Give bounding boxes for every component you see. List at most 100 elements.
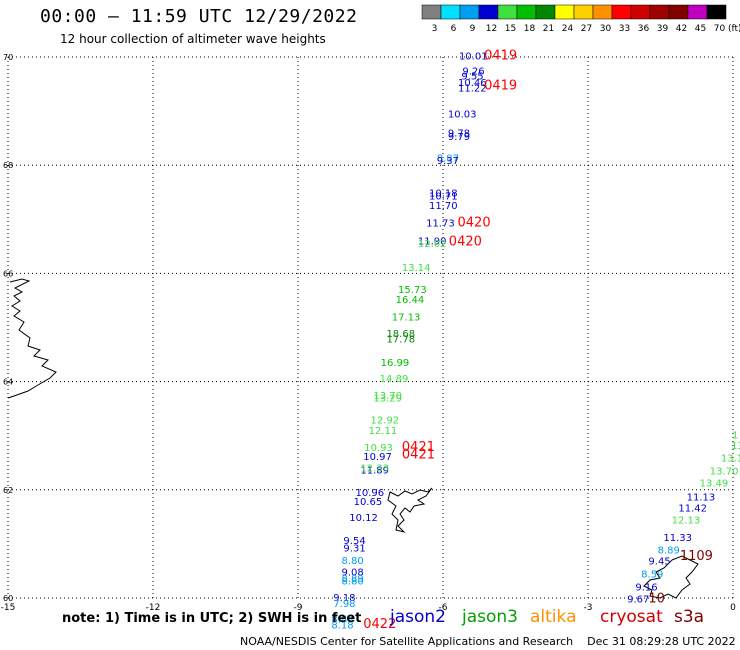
legend-label: 39: [657, 24, 669, 34]
wave-height-label: 12.92: [371, 415, 400, 426]
wave-height-label: 9.18: [333, 593, 355, 604]
y-tick-label: 68: [3, 161, 13, 170]
legend-unit: (ft): [728, 24, 740, 34]
wave-height-label: 9.37: [437, 156, 459, 167]
legend-label: 30: [600, 24, 612, 34]
wave-height-label: 9.31: [343, 543, 365, 554]
legend-label: 33: [619, 24, 630, 34]
wave-height-label: 9.08: [342, 567, 364, 578]
legend-label: 18: [524, 24, 536, 34]
legend-label: 3: [432, 24, 438, 34]
wave-height-label: 16.44: [396, 295, 425, 306]
satellite-s3a: s3a: [674, 607, 705, 627]
wave-height-label: 9.16: [635, 582, 657, 593]
legend-swatch: [497, 4, 518, 20]
wave-height-label: 9.45: [648, 556, 670, 567]
wave-height-label: 11.13: [687, 493, 716, 504]
legend-label: 42: [676, 24, 687, 34]
wave-height-label: 9.55: [461, 72, 483, 83]
pass-time-label: 0419: [484, 49, 517, 64]
wave-height-label: 8.89: [658, 546, 680, 557]
wave-height-label: 8.89: [342, 574, 364, 585]
satellite-altika: altika: [530, 607, 577, 627]
legend-swatch: [478, 4, 499, 20]
legend-label: 24: [562, 24, 574, 34]
wave-height-label: 18.68: [386, 329, 415, 340]
wave-height-label: 8.59: [641, 569, 663, 580]
legend-swatch: [573, 4, 594, 20]
wave-height-label: 8.80: [342, 556, 364, 567]
wave-height-label: 13.29: [373, 394, 402, 405]
y-tick-label: 70: [3, 53, 13, 62]
wave-height-label: 8.80: [342, 576, 364, 587]
wave-height-label: 9.54: [343, 536, 365, 547]
wave-height-label: 13.70: [373, 391, 402, 402]
wave-height-label: 10.18: [429, 189, 458, 200]
wave-height-label: 10.65: [354, 497, 383, 508]
wave-height-label: 8.18: [331, 620, 353, 631]
legend-label: 9: [470, 24, 476, 34]
x-tick-label: -6: [439, 603, 448, 613]
wave-height-label: 11.70: [429, 201, 458, 212]
legend-swatch: [706, 4, 727, 20]
wave-height-label: 12.13: [672, 515, 701, 526]
legend-swatch: [668, 4, 689, 20]
legend-swatch: [630, 4, 651, 20]
wave-height-label: 11.89: [360, 466, 389, 477]
legend-swatch: [440, 4, 461, 20]
legend-label: 36: [638, 24, 650, 34]
legend-label: 21: [543, 24, 554, 34]
x-tick-label: 0: [730, 603, 736, 613]
pass-time-label: 0422: [363, 617, 396, 632]
wave-height-label: 10.96: [356, 488, 385, 499]
wave-height-label: 13.14: [402, 263, 431, 274]
legend-label: 12: [486, 24, 497, 34]
coastline-shetland: [643, 555, 699, 599]
coastline-faroe: [387, 487, 433, 533]
coastline-scotland: [7, 278, 57, 399]
satellite-jason3: jason3: [462, 607, 518, 627]
legend-swatch: [535, 4, 556, 20]
satellite-cryosat: cryosat: [600, 607, 663, 627]
wave-height-label: 1: [732, 430, 738, 441]
x-tick-label: -12: [146, 603, 161, 613]
y-tick-label: 66: [3, 269, 13, 278]
legend-label: 27: [581, 24, 592, 34]
pass-time-label: 1109: [680, 549, 713, 564]
y-tick-label: 60: [3, 594, 13, 603]
chart-subtitle: 12 hour collection of altimeter wave hei…: [60, 32, 326, 46]
wave-height-label: 10.12: [349, 513, 378, 524]
legend-swatch: [459, 4, 480, 20]
wave-height-label: 13: [731, 441, 740, 452]
y-tick-label: 62: [3, 486, 13, 495]
wave-height-label: 11.42: [678, 503, 707, 514]
coastline: [7, 278, 699, 599]
wave-height-label: 16.99: [381, 358, 410, 369]
legend-swatch: [421, 4, 442, 20]
x-tick-label: -9: [294, 603, 303, 613]
pass-time-label: 0419: [484, 78, 517, 93]
wave-height-label: 10.97: [363, 452, 392, 463]
y-tick-label: 64: [3, 378, 13, 387]
wave-height-label: 13.49: [700, 479, 729, 490]
wave-height-label: 10.46: [458, 78, 487, 89]
map-grid: -15 -12 -9 -6 -3 0 60 62 64 66 68 70: [1, 53, 736, 613]
wave-height-label: 13.1: [721, 454, 740, 465]
wave-height-label: 15.73: [398, 285, 427, 296]
pass-time-label: 0421: [402, 440, 435, 455]
wave-height-label: 10.93: [364, 443, 393, 454]
legend-label: 6: [451, 24, 457, 34]
wave-height-label: 11.22: [458, 84, 487, 95]
wave-height-label: 13.70: [710, 467, 739, 478]
legend-swatch: [649, 4, 670, 20]
satellite-jason2: jason2: [390, 607, 446, 627]
pass-time-label: 10: [648, 591, 665, 606]
wave-height-label: 10.71: [429, 191, 458, 202]
wave-height-label: 11.33: [663, 533, 692, 544]
wave-height-label: 7.98: [333, 599, 355, 610]
wave-height-label: 9.79: [448, 132, 470, 143]
wave-height-label: 12.33: [360, 463, 389, 474]
